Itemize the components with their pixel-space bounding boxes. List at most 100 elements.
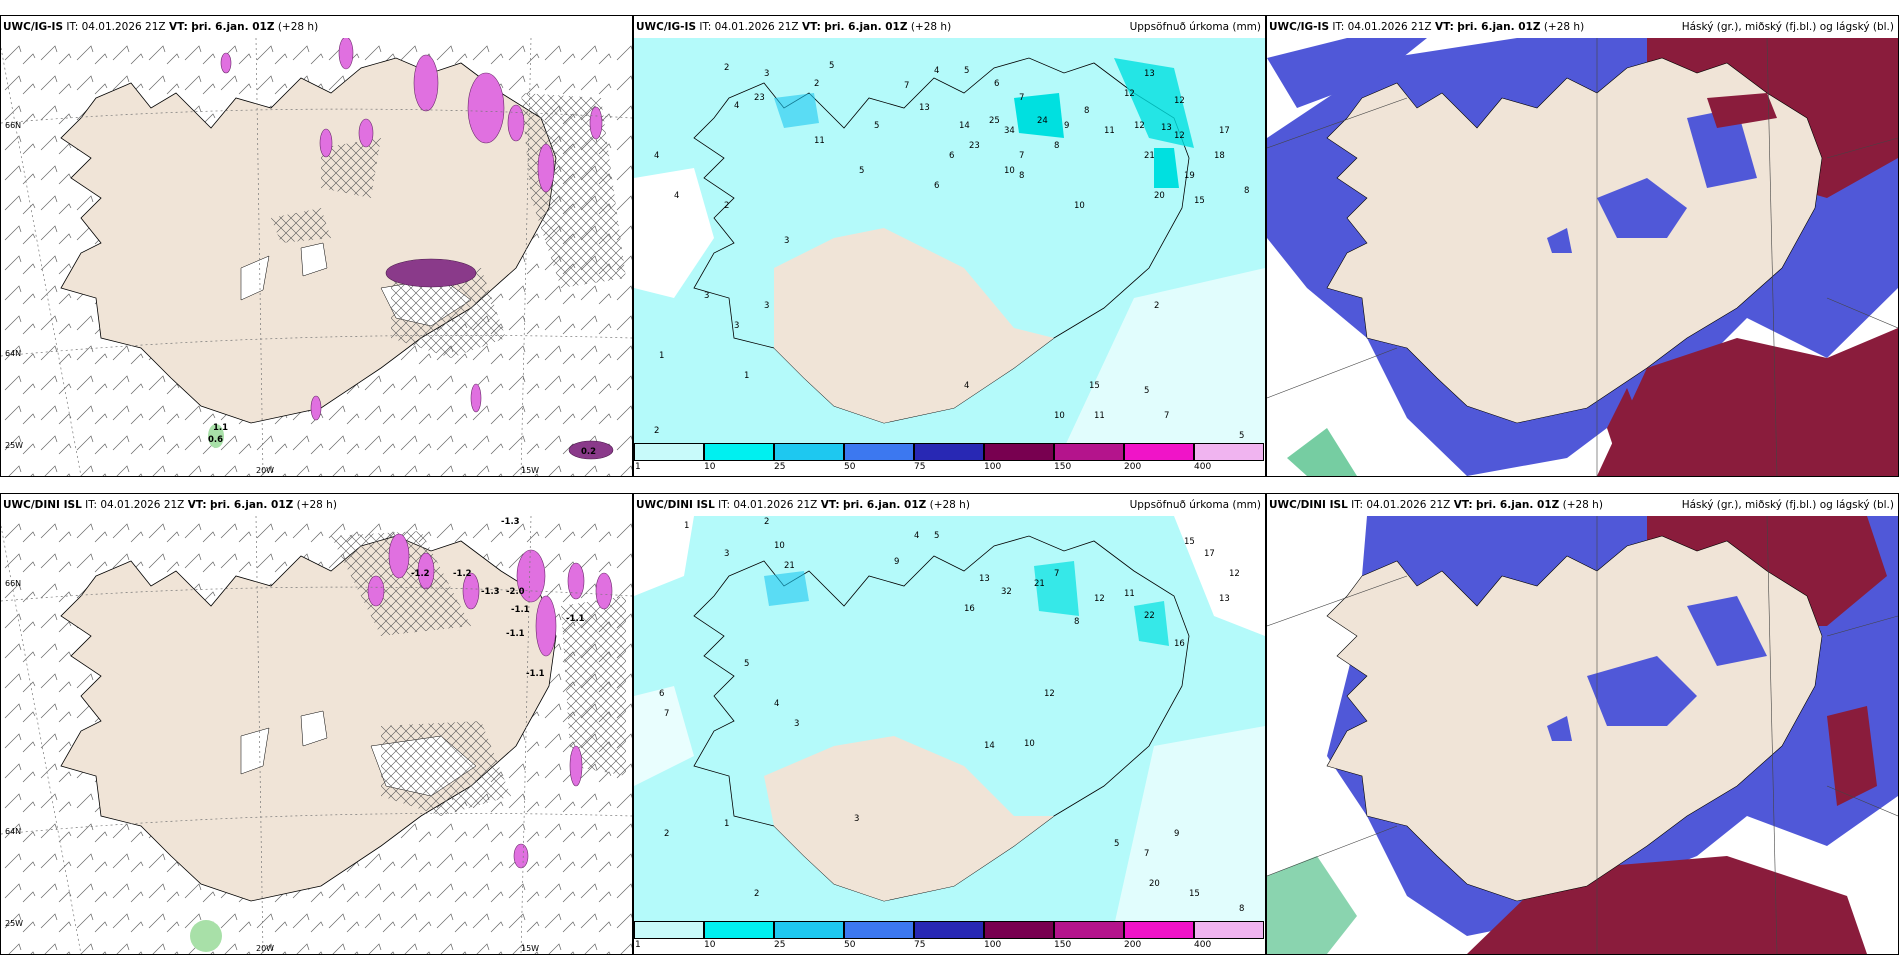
- legend-tick: 1: [635, 462, 641, 472]
- cloud-map: [1267, 38, 1898, 476]
- legend-tick: 200: [1124, 462, 1142, 472]
- precip-value: 7: [1164, 411, 1169, 421]
- precip-value: 2: [754, 889, 759, 899]
- precip-value: 2: [724, 201, 729, 211]
- precip-value: 5: [934, 531, 939, 541]
- precip-value: 3: [724, 549, 729, 559]
- lead-time: (+28 h): [277, 21, 319, 33]
- precip-value: 12: [1134, 121, 1145, 131]
- model-name: UWC/DINI ISL: [636, 499, 715, 511]
- precip-value: 4: [964, 381, 969, 391]
- panel-header: UWC/IG-IS IT: 04.01.2026 21Z VT: þri. 6.…: [1, 16, 632, 38]
- precip-value: 5: [874, 121, 879, 131]
- value-label: -1.1: [511, 605, 530, 615]
- legend-swatch: [1054, 443, 1124, 461]
- legend-swatch: [1054, 921, 1124, 939]
- init-time: IT: 04.01.2026 21Z: [66, 21, 166, 33]
- model-name: UWC/IG-IS: [1269, 21, 1330, 33]
- precip-value: 3: [764, 301, 769, 311]
- legend-tick: 25: [774, 462, 786, 472]
- precip-value: 1: [684, 521, 689, 531]
- lat-label-64n: 64N: [5, 827, 21, 836]
- panel-header: UWC/DINI ISL IT: 04.01.2026 21Z VT: þri.…: [1, 494, 632, 516]
- lon-label-25w: 25W: [5, 919, 23, 928]
- panel-ig-is-clouds: UWC/IG-IS IT: 04.01.2026 21Z VT: þri. 6.…: [1266, 15, 1899, 477]
- legend-tick: 150: [1054, 462, 1072, 472]
- precip-value: 4: [674, 191, 679, 201]
- valid-time: þri. 6.jan. 01Z: [191, 21, 275, 33]
- precip-value: 6: [934, 181, 939, 191]
- valid-time: þri. 6.jan. 01Z: [1475, 499, 1560, 511]
- precip-value: 2: [814, 79, 819, 89]
- weather-map: 66N 64N 25W 20W 15W 1.1 0.6 0.2: [1, 38, 632, 476]
- precip-value: 32: [1001, 587, 1012, 597]
- precip-value: 12: [1094, 594, 1105, 604]
- legend-swatch: [844, 921, 914, 939]
- value-label: -1.1: [526, 669, 545, 679]
- precipitation-map: 1 2 3 10 21 9 4 5 13 32 21 7 12 11 8 22 …: [634, 516, 1265, 954]
- precip-value: 1: [724, 819, 729, 829]
- cloud-map: [1267, 516, 1898, 954]
- precip-value: 20: [1149, 879, 1160, 889]
- precip-value: 3: [764, 69, 769, 79]
- model-name: UWC/IG-IS: [636, 21, 697, 33]
- precip-value: 13: [979, 574, 990, 584]
- precip-value: 7: [1019, 151, 1024, 161]
- map-title: Háský (gr.), miðský (fj.bl.) og lágský (…: [1681, 21, 1894, 33]
- precip-value: 12: [1174, 96, 1185, 106]
- lat-label-64n: 64N: [5, 349, 21, 358]
- legend-swatch: [704, 443, 774, 461]
- precip-value: 20: [1154, 191, 1165, 201]
- lon-label-15w: 15W: [521, 466, 539, 475]
- legend-tick: 75: [914, 462, 926, 472]
- legend-swatch: [1124, 443, 1194, 461]
- value-label: -1.3: [481, 587, 500, 597]
- precip-value: 19: [1184, 171, 1195, 181]
- precip-value: 15: [1089, 381, 1100, 391]
- panel-ig-is-weather: UWC/IG-IS IT: 04.01.2026 21Z VT: þri. 6.…: [0, 15, 633, 477]
- precip-value: 5: [1114, 839, 1119, 849]
- precip-value: 10: [1074, 201, 1085, 211]
- legend-swatch: [704, 921, 774, 939]
- init-time: IT: 04.01.2026 21Z: [85, 499, 185, 511]
- model-name: UWC/IG-IS: [3, 21, 64, 33]
- panel-dini-precipitation: UWC/DINI ISL IT: 04.01.2026 21Z VT: þri.…: [633, 493, 1266, 955]
- lead-time: (+28 h): [1562, 499, 1603, 511]
- precip-value: 10: [774, 541, 785, 551]
- panel-dini-clouds: UWC/DINI ISL IT: 04.01.2026 21Z VT: þri.…: [1266, 493, 1899, 955]
- legend-swatch: [844, 443, 914, 461]
- precip-value: 7: [1019, 93, 1024, 103]
- precip-value: 8: [1074, 617, 1079, 627]
- init-time: IT: 04.01.2026 21Z: [718, 499, 818, 511]
- valid-time: þri. 6.jan. 01Z: [824, 21, 908, 33]
- precip-value: 18: [1214, 151, 1225, 161]
- precip-value: 34: [1004, 126, 1015, 136]
- legend-swatch: [914, 921, 984, 939]
- valid-time: þri. 6.jan. 01Z: [842, 499, 927, 511]
- precip-value: 10: [1004, 166, 1015, 176]
- legend-tick: 100: [984, 462, 1002, 472]
- precip-value: 7: [904, 81, 909, 91]
- weather-map: 66N 64N 25W 20W 15W -1.3 -1.2 -1.2 -1.3 …: [1, 516, 632, 954]
- precip-value: 12: [1044, 689, 1055, 699]
- precip-value: 7: [1144, 849, 1149, 859]
- precip-value: 2: [1154, 301, 1159, 311]
- precip-value: 8: [1084, 106, 1089, 116]
- precip-values: 1 2 3 10 21 9 4 5 13 32 21 7 12 11 8 22 …: [659, 517, 1244, 914]
- valid-time-label: VT:: [1434, 21, 1454, 33]
- legend-tick: 200: [1124, 940, 1142, 950]
- valid-time: þri. 6.jan. 01Z: [209, 499, 294, 511]
- lon-label-15w: 15W: [521, 944, 539, 953]
- precip-value: 16: [964, 604, 975, 614]
- precip-value: 23: [969, 141, 980, 151]
- precip-value: 3: [784, 236, 789, 246]
- precip-value: 21: [1034, 579, 1045, 589]
- panel-header: UWC/IG-IS IT: 04.01.2026 21Z VT: þri. 6.…: [1267, 16, 1898, 38]
- legend-swatch: [914, 443, 984, 461]
- precip-value: 13: [1144, 69, 1155, 79]
- panel-header: UWC/IG-IS IT: 04.01.2026 21Z VT: þri. 6.…: [634, 16, 1265, 38]
- init-time: IT: 04.01.2026 21Z: [1351, 499, 1451, 511]
- lead-time: (+28 h): [910, 21, 952, 33]
- legend-tick: 50: [844, 940, 856, 950]
- legend-swatch: [774, 443, 844, 461]
